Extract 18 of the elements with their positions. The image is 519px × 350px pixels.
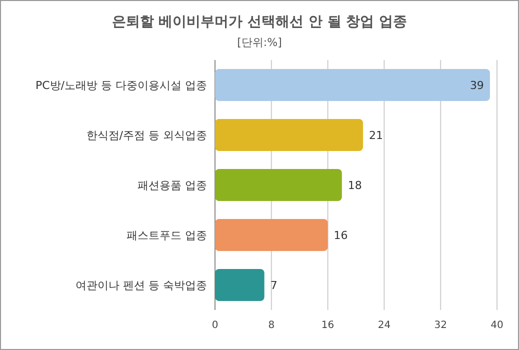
data-label: 7 <box>270 279 278 292</box>
y-tick-label: 패스트푸드 업종 <box>126 229 207 242</box>
x-tick-label: 24 <box>378 320 391 331</box>
chart-title: 은퇴할 베이비부머가 선택해선 안 될 창업 업종 <box>112 14 408 30</box>
x-tick-label: 0 <box>212 320 218 331</box>
data-label: 39 <box>470 79 484 92</box>
data-label: 21 <box>369 129 384 142</box>
x-tick-label: 32 <box>434 320 447 331</box>
y-tick-label: 한식점/주점 등 외식업종 <box>86 129 207 142</box>
y-tick-label: PC방/노래방 등 다중이용시설 업종 <box>35 79 207 92</box>
y-tick-label: 패션용품 업종 <box>138 179 207 192</box>
x-tick-label: 40 <box>490 320 504 331</box>
x-tick-label: 8 <box>268 320 275 331</box>
data-label: 18 <box>348 179 362 192</box>
y-tick-label: 여관이나 펜션 등 숙박업종 <box>76 279 207 292</box>
chart-subtitle: [단위:%] <box>237 36 282 49</box>
data-label: 16 <box>334 229 348 242</box>
x-tick-label: 16 <box>321 320 334 331</box>
